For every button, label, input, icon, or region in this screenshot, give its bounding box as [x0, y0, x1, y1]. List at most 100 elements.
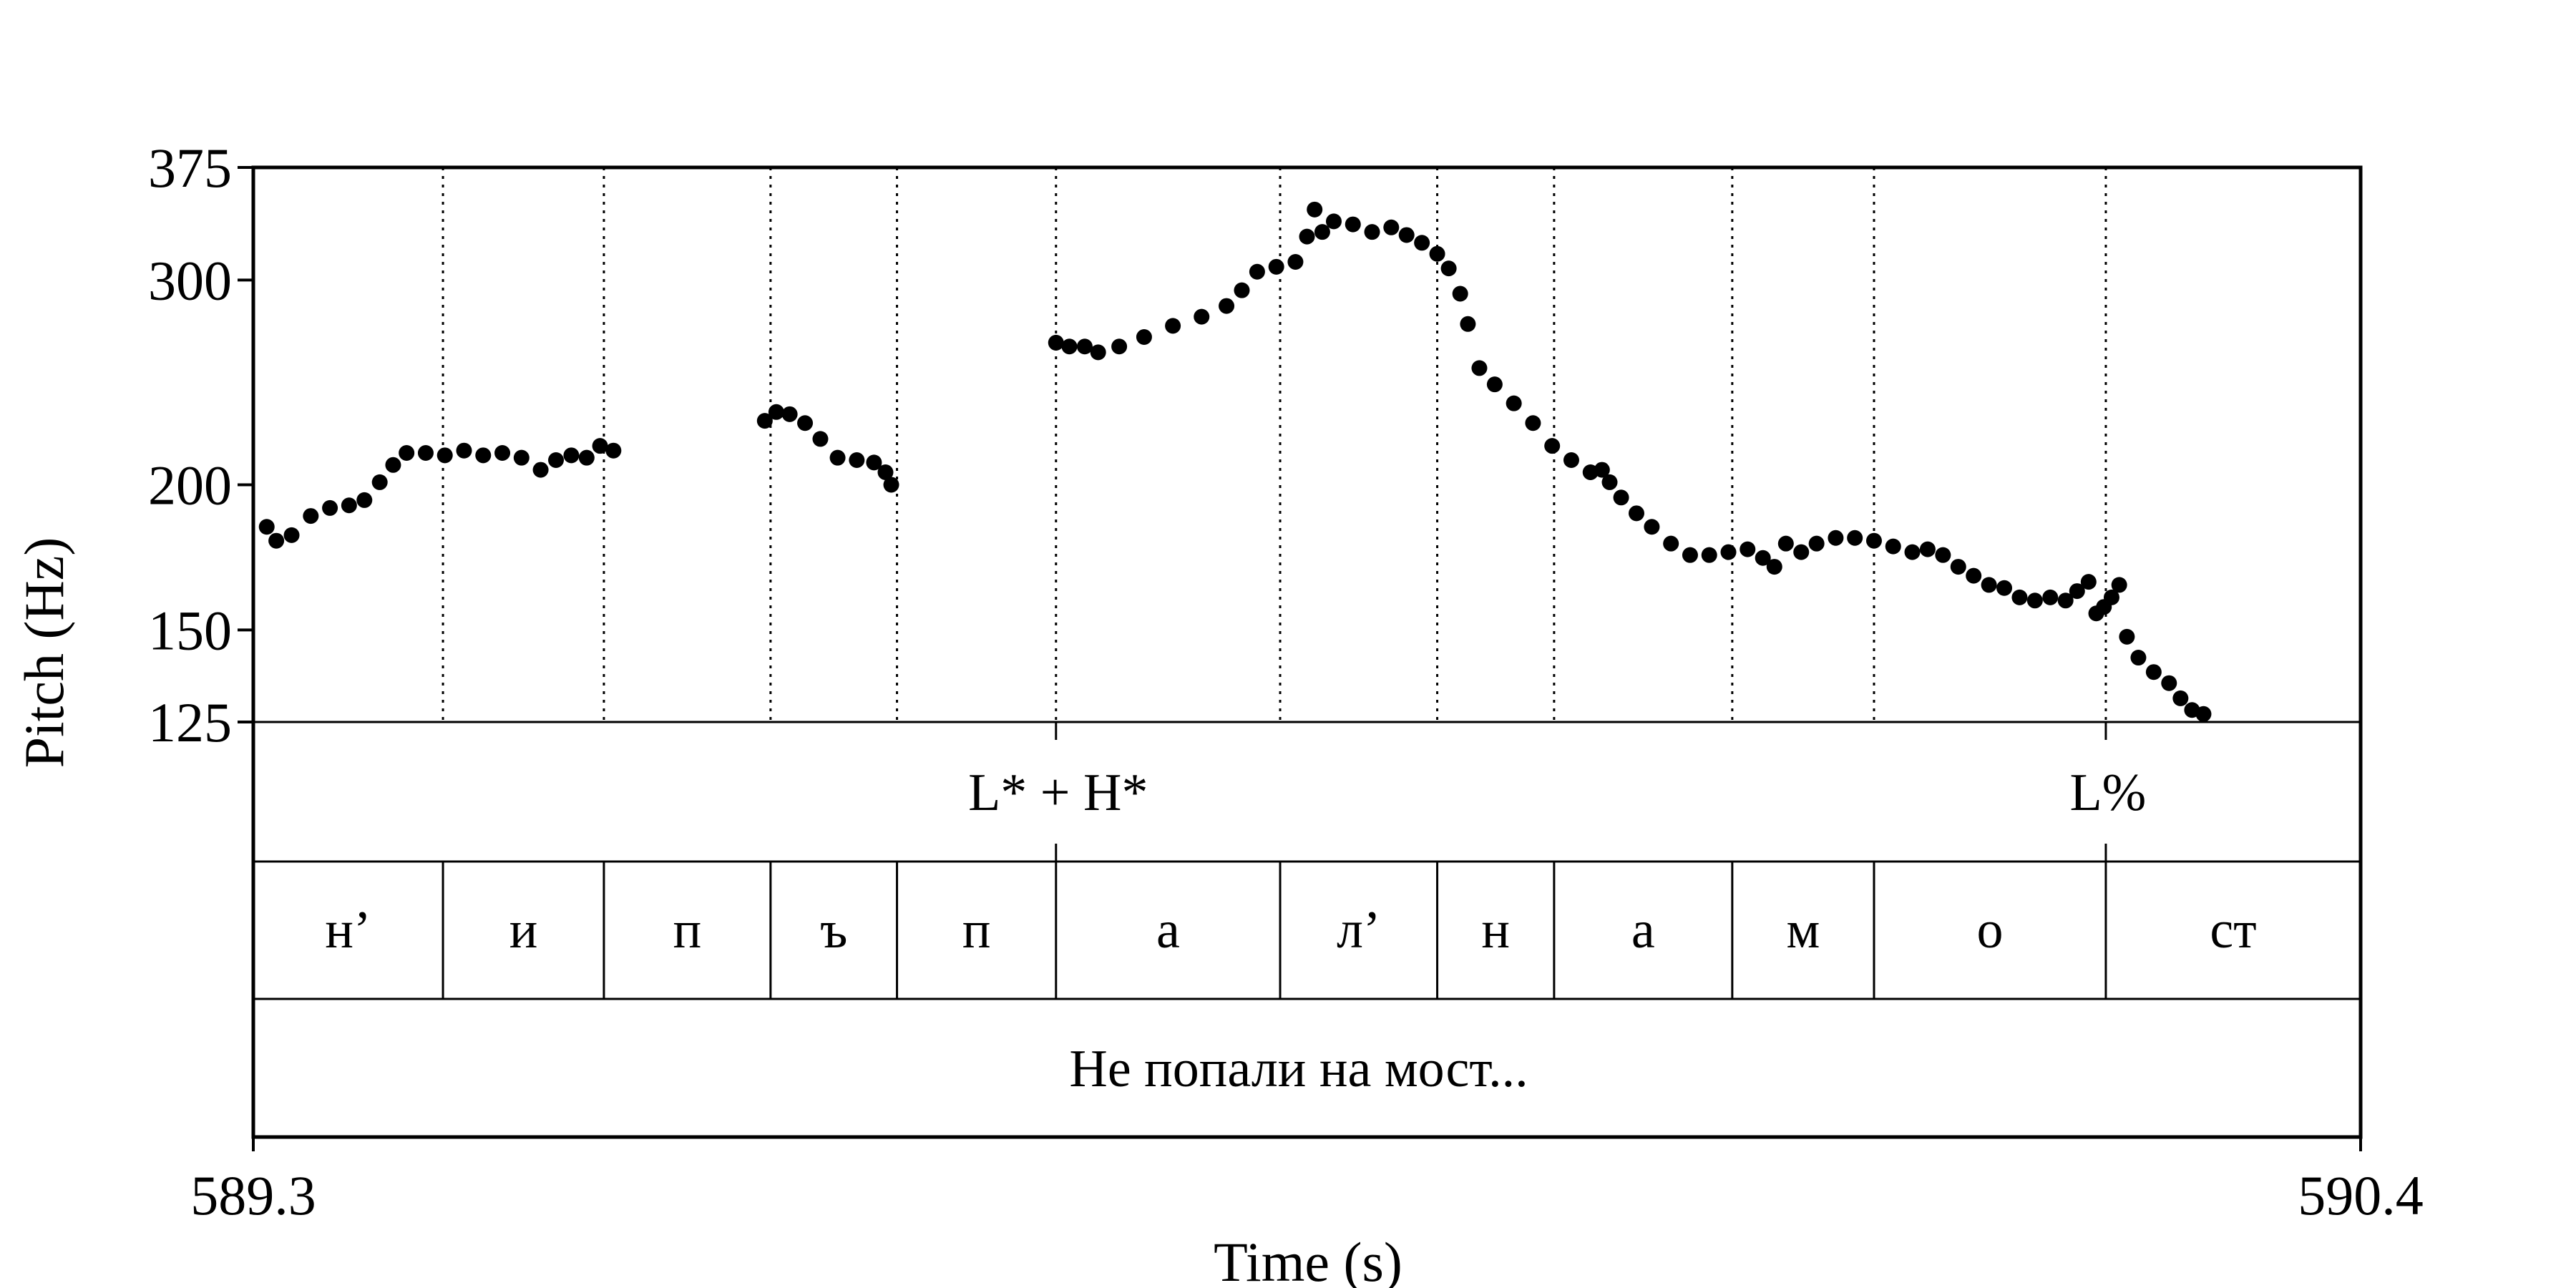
pitch-point [1440, 260, 1457, 277]
y-tick-label: 300 [148, 249, 232, 311]
pitch-point [1048, 334, 1064, 351]
pitch-point [1777, 535, 1794, 552]
pitch-point [1460, 316, 1476, 332]
pitch-point [1563, 452, 1579, 469]
pitch-point [1919, 541, 1936, 557]
axes: 375 300 200 150 125 589.3 590.4 [148, 137, 2424, 1226]
pitch-point [1996, 580, 2013, 596]
pitch-point [1090, 344, 1106, 361]
sentence-label: Не попали на мост... [1069, 1040, 1528, 1098]
pitch-point [2130, 650, 2147, 666]
pitch-point [399, 445, 415, 462]
pitch-point [268, 532, 285, 549]
pitch-point [563, 447, 580, 464]
pitch-point [1314, 224, 1330, 240]
pitch-point [1793, 544, 1810, 560]
pitch-point [1111, 338, 1128, 355]
pitch-point [1165, 318, 1181, 334]
pitch-point [2103, 589, 2119, 605]
pitch-point [436, 447, 453, 464]
pitch-point [2069, 583, 2085, 600]
segment-label: ст [2210, 901, 2256, 960]
pitch-point [877, 464, 894, 481]
pitch-point [1935, 547, 1951, 563]
pitch-point [1452, 286, 1468, 302]
pitch-point [1307, 201, 1323, 218]
y-tick-label: 375 [148, 137, 232, 199]
x-axis-title: Time (s) [1214, 1231, 1402, 1288]
segment-label: н’ [325, 901, 371, 960]
pitch-point [756, 413, 773, 429]
segment-label: м [1786, 901, 1820, 960]
pitch-point [1904, 544, 1921, 560]
pitch-point [1885, 538, 1901, 555]
x-tick-label: 590.4 [2298, 1164, 2424, 1226]
pitch-point [1486, 376, 1503, 393]
pitch-point [548, 452, 565, 469]
pitch-point [2042, 589, 2059, 605]
segment-label: а [1631, 901, 1655, 960]
pitch-point [1740, 541, 1756, 557]
pitch-point [1287, 254, 1304, 270]
pitch-point [1471, 360, 1488, 376]
pitch-point [781, 406, 798, 422]
y-tick-label: 150 [148, 599, 232, 661]
y-axis-title: Pitch (Hz) [13, 537, 75, 769]
pitch-point [1268, 258, 1284, 275]
segment-label: п [962, 901, 991, 960]
pitch-point [2057, 592, 2074, 609]
pitch-point [1234, 282, 1250, 298]
pitch-track [258, 201, 2212, 722]
pitch-point [303, 508, 319, 525]
pitch-point [1383, 219, 1400, 235]
pitch-point [371, 474, 388, 490]
pitch-point [2195, 706, 2212, 722]
pitch-point [2119, 628, 2135, 645]
pitch-point [1136, 328, 1152, 345]
pitch-point [1644, 519, 1660, 535]
pitch-point [1544, 438, 1561, 454]
pitch-point [797, 415, 814, 431]
pitch-point [2145, 664, 2162, 680]
pitch-point [866, 454, 882, 471]
pitch-point [1628, 505, 1644, 522]
pitch-point [1345, 216, 1361, 233]
pitch-point [1325, 213, 1342, 230]
pitch-point [1414, 235, 1430, 251]
pitch-point [1701, 547, 1717, 563]
pitch-point [1981, 577, 1997, 593]
pitch-point [258, 519, 275, 535]
pitch-point [341, 497, 357, 514]
pitch-point [2080, 574, 2097, 590]
pitch-point [1720, 544, 1737, 560]
pitch-point [1755, 550, 1771, 566]
pitch-point [578, 449, 595, 466]
pitch-point [1682, 547, 1698, 563]
pitch-point [1663, 535, 1679, 552]
pitch-point [1429, 245, 1445, 262]
y-tick-label: 200 [148, 454, 232, 516]
tone-label: L* + H* [968, 763, 1148, 822]
tone-label: L% [2069, 763, 2146, 822]
pitch-point [1506, 395, 1522, 411]
pitch-point [283, 527, 300, 543]
pitch-point [592, 438, 608, 454]
pitch-point [1601, 474, 1618, 490]
pitch-point [2172, 690, 2189, 706]
segment-label: а [1156, 901, 1180, 960]
pitch-point [2111, 577, 2127, 593]
pitch-point [2011, 589, 2028, 605]
pitch-point [1847, 530, 1863, 546]
x-tick-label: 589.3 [190, 1164, 316, 1226]
pitch-point [1525, 415, 1541, 431]
segment-label: ъ [820, 901, 847, 960]
segment-label: и [509, 901, 538, 960]
pitch-point [494, 445, 511, 462]
pitch-point [1061, 338, 1078, 355]
pitch-point [417, 445, 434, 462]
pitch-point [1249, 263, 1265, 280]
pitch-point [1076, 338, 1093, 355]
pitch-point [322, 499, 338, 516]
segment-label: н [1481, 901, 1510, 960]
